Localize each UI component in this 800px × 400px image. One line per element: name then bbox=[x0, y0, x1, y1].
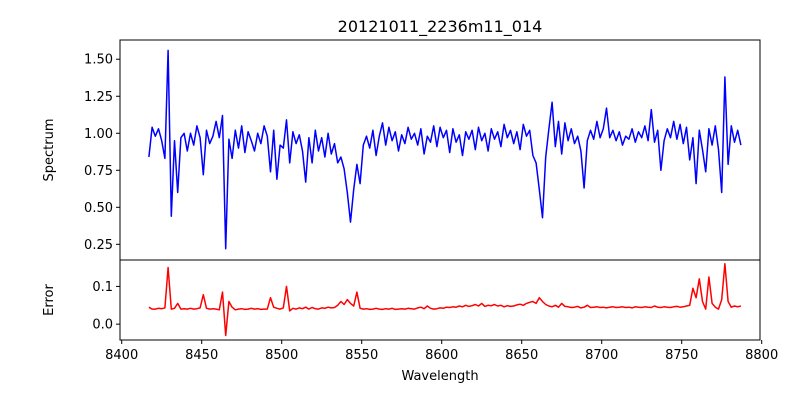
spectrum-line bbox=[148, 49, 742, 250]
x-tick-label: 8600 bbox=[425, 348, 458, 363]
x-tick-label: 8450 bbox=[185, 348, 218, 363]
spectrum-y-tick-label: 1.25 bbox=[84, 90, 113, 105]
x-tick-label: 8800 bbox=[745, 348, 778, 363]
spectrum-y-label: Spectrum bbox=[42, 119, 57, 182]
spectrum-y-tick-label: 1.50 bbox=[84, 53, 113, 68]
error-axes-frame bbox=[119, 259, 761, 341]
spectrum-y-tick-label: 0.25 bbox=[84, 238, 113, 253]
error-line bbox=[148, 263, 742, 337]
x-tick-label: 8650 bbox=[505, 348, 538, 363]
x-tick-label: 8550 bbox=[345, 348, 378, 363]
error-panel: 0.0 0.1 8400 8450 8500 8550 8600 8650 8700 8750 88… bbox=[92, 259, 778, 363]
chart-title: 20121011_2236m11_014 bbox=[338, 17, 543, 37]
spectrum-y-tick-label: 1.00 bbox=[84, 127, 113, 142]
spectrum-y-tick-label: 0.50 bbox=[84, 201, 113, 216]
x-tick-label: 8700 bbox=[585, 348, 618, 363]
x-tick-label: 8750 bbox=[665, 348, 698, 363]
spectrum-y-tick-label: 0.75 bbox=[84, 164, 113, 179]
x-tick-label: 8500 bbox=[265, 348, 298, 363]
error-y-tick-label: 0.1 bbox=[92, 280, 113, 295]
x-tick-label: 8400 bbox=[105, 348, 138, 363]
error-y-tick-label: 0.0 bbox=[92, 318, 113, 333]
x-axis-label: Wavelength bbox=[401, 369, 478, 384]
error-y-label: Error bbox=[42, 284, 57, 316]
